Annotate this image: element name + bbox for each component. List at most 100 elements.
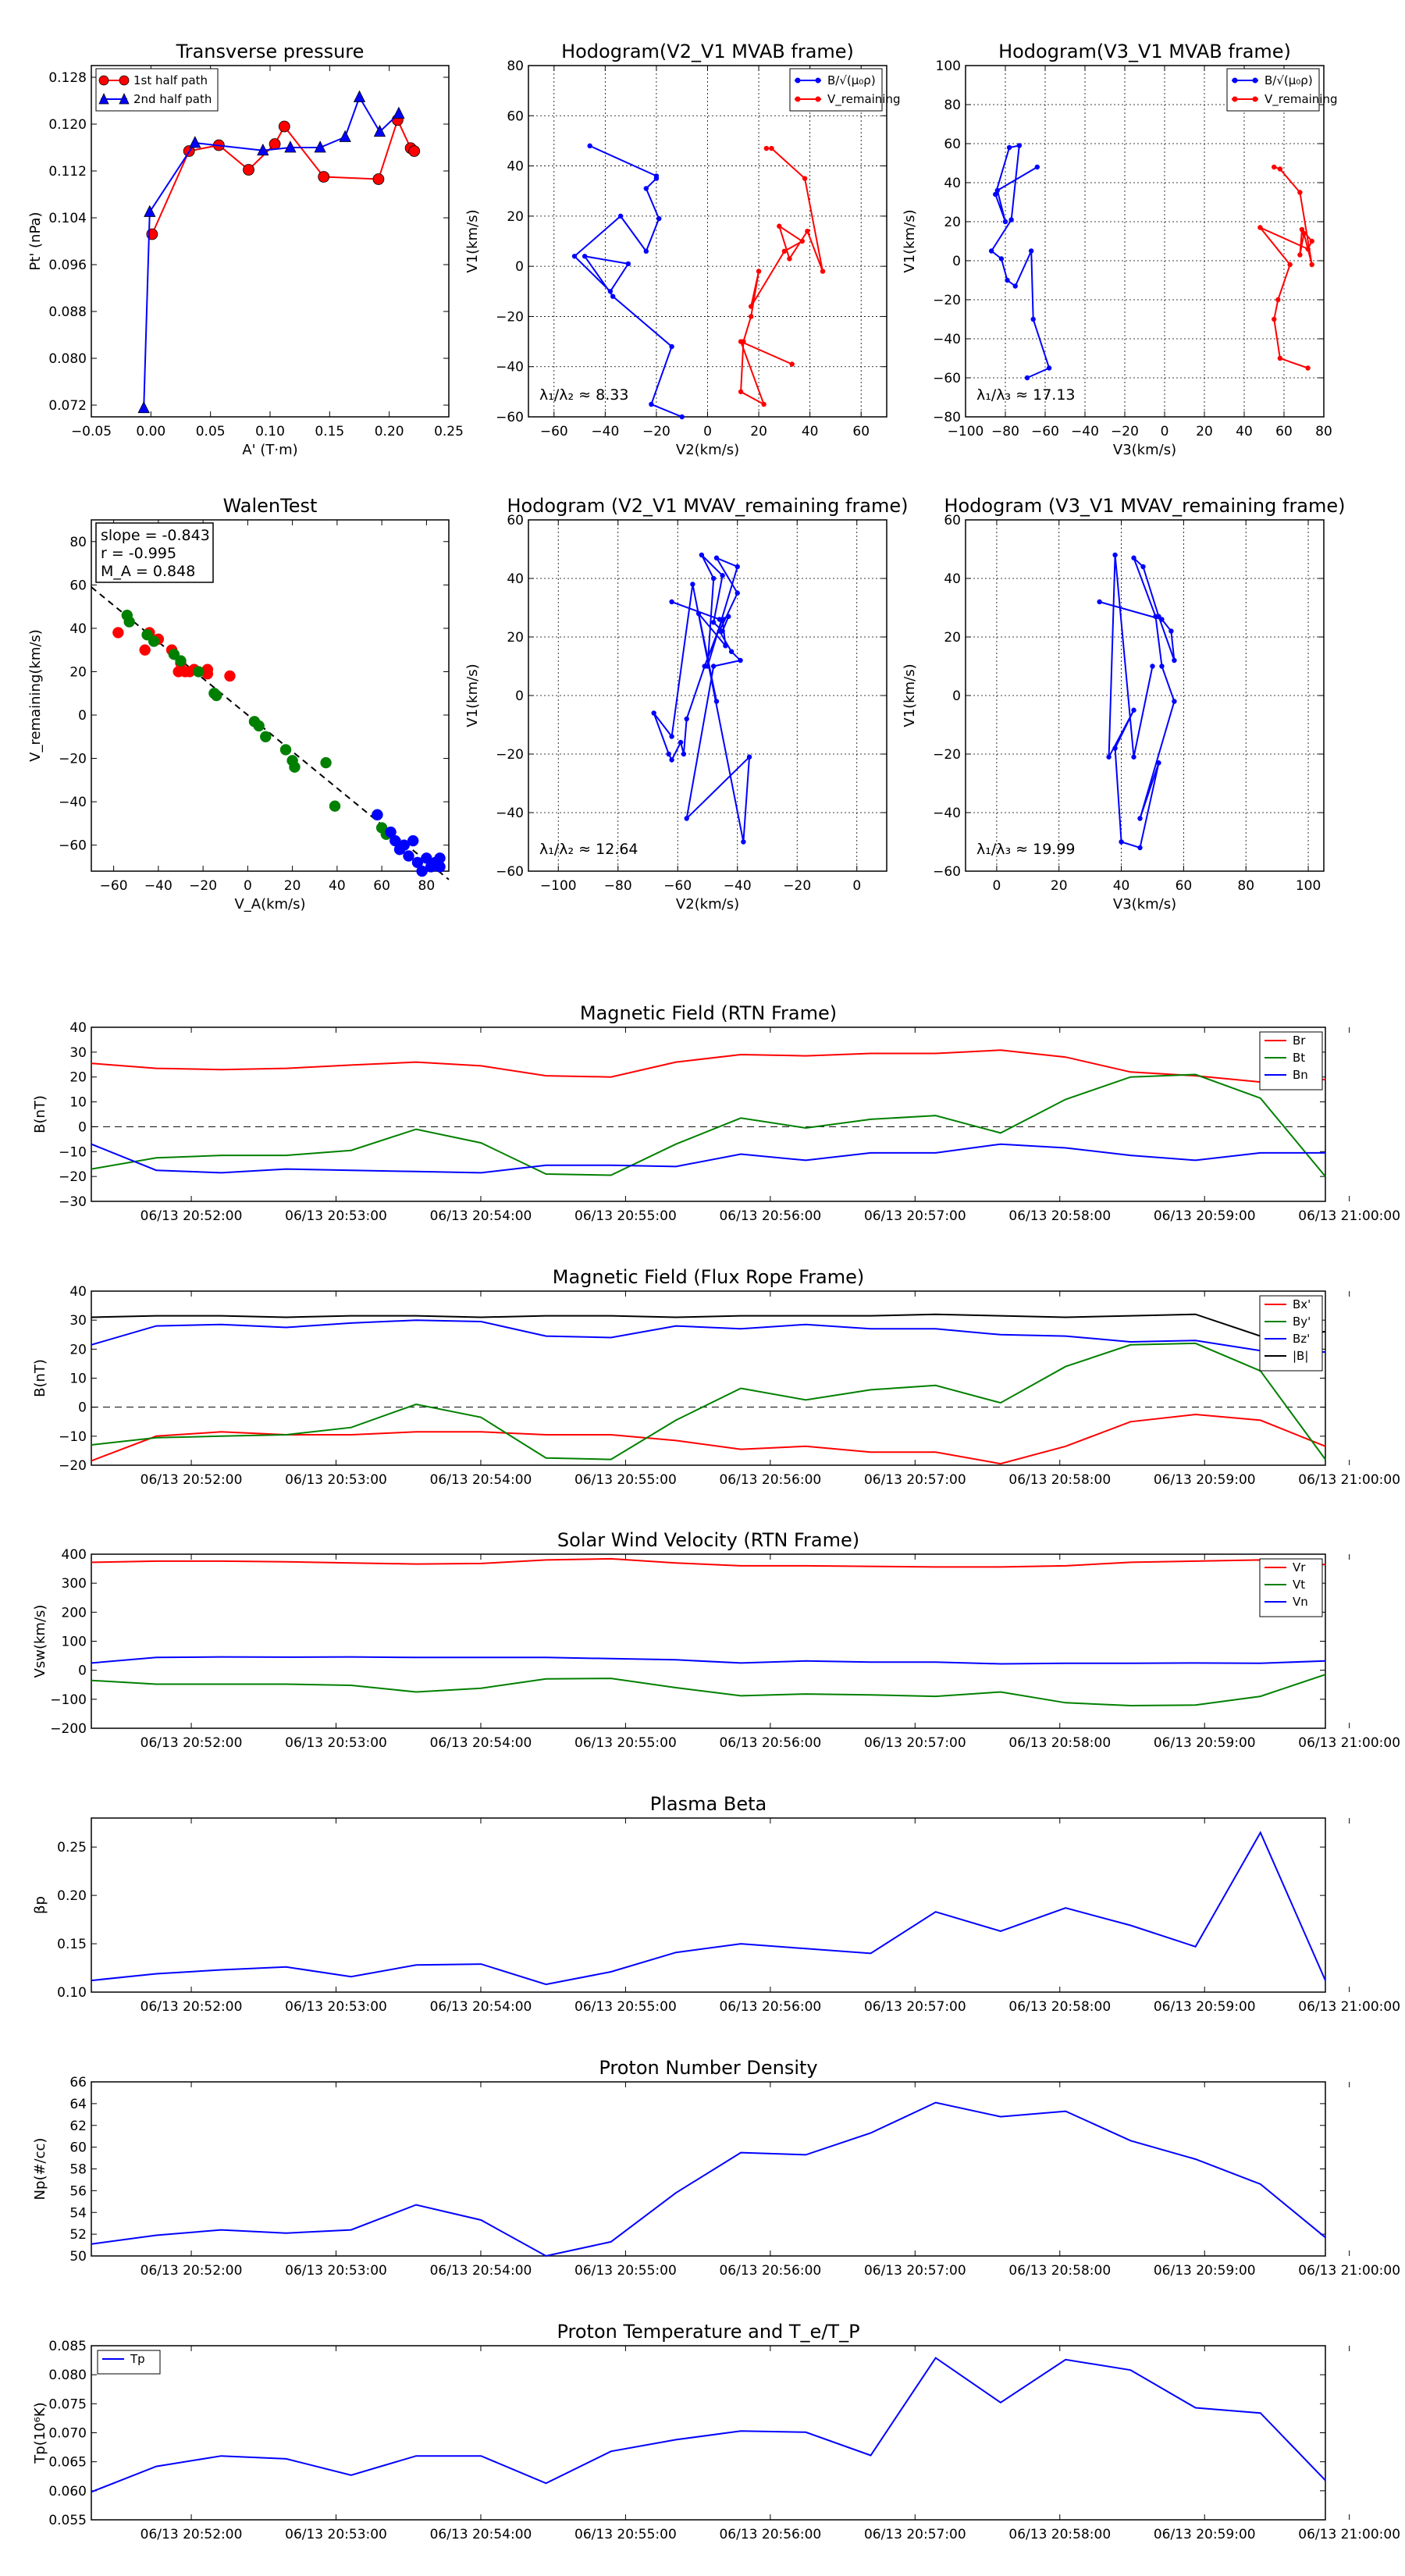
plot-title: WalenTest — [223, 495, 318, 517]
series-line-Tp — [91, 2357, 1326, 2493]
legend: Bx' By' Bz' |B| — [1259, 1295, 1323, 1372]
y-axis-label: Np(#/cc) — [32, 2138, 48, 2201]
plot-title: Transverse pressure — [176, 41, 365, 62]
x-tick-label: 80 — [1315, 424, 1332, 439]
plot-title: Hodogram(V2_V1 MVAB frame) — [561, 41, 854, 62]
y-tick-label: 62 — [69, 2119, 87, 2134]
x-tick-label: 0 — [703, 424, 712, 439]
x-tick-label: −20 — [189, 878, 217, 894]
x-tick-label: 0 — [852, 878, 861, 894]
plot-frame — [91, 519, 450, 872]
data-point — [728, 649, 735, 654]
data-point — [211, 689, 222, 702]
chart-h1: Hodogram(V2_V1 MVAB frame) −60 −40 −20 0 20 40… — [464, 41, 901, 458]
series-line-Br — [91, 1049, 1326, 1083]
data-point — [1119, 839, 1124, 845]
x-tick-label: 0.00 — [136, 424, 165, 439]
x-tick-label: 0 — [992, 878, 1001, 894]
legend-marker — [98, 93, 109, 105]
data-point — [1006, 144, 1012, 151]
data-point — [666, 751, 671, 757]
data-point — [1159, 664, 1165, 669]
legend-marker — [815, 96, 821, 102]
data-point — [193, 666, 205, 678]
y-tick-label: −40 — [933, 806, 961, 821]
x-tick-label: 06/13 21:00:00 — [1298, 1208, 1400, 1224]
data-point — [320, 756, 332, 769]
y-tick-label: 60 — [69, 2140, 87, 2156]
x-tick-label: 06/13 20:57:00 — [864, 2263, 966, 2279]
y-tick-label: 0.20 — [57, 1888, 87, 1904]
chart-h4: Hodogram (V3_V1 MVAV_remaining frame) −60… — [902, 495, 1346, 913]
legend-label: Bx' — [1293, 1297, 1311, 1311]
x-tick-label: −60 — [663, 878, 692, 894]
data-point — [1140, 564, 1146, 570]
chart-pd: Proton Number Density 50 52 54 56 58 60 62 64 66 0… — [32, 2057, 1400, 2279]
plot-frame — [91, 2081, 1326, 2257]
y-tick-label: 0.120 — [48, 117, 87, 133]
plot-title: Magnetic Field (RTN Frame) — [580, 1002, 837, 1024]
x-tick-label: 40 — [1236, 424, 1253, 439]
y-tick-label: −20 — [496, 309, 524, 325]
y-tick-label: 56 — [69, 2183, 87, 2199]
x-tick-label: −20 — [783, 878, 811, 894]
x-axis-label: V2(km/s) — [676, 442, 739, 458]
data-point — [1034, 164, 1040, 170]
plot-title: Plasma Beta — [650, 1793, 767, 1815]
data-point — [1172, 657, 1177, 664]
x-tick-label: 60 — [1176, 878, 1193, 894]
x-tick-label: 20 — [284, 878, 301, 894]
y-tick-label: 40 — [944, 571, 961, 587]
legend-box — [1259, 1295, 1323, 1372]
series-line-Np — [91, 2101, 1326, 2258]
data-point — [669, 343, 674, 350]
data-point — [787, 256, 792, 262]
data-point — [1150, 664, 1155, 669]
y-tick-label: −100 — [50, 1692, 87, 1708]
legend-box — [1226, 68, 1320, 112]
data-point — [372, 173, 385, 185]
legend-label: By' — [1293, 1315, 1311, 1329]
x-tick-label: 06/13 20:54:00 — [430, 2527, 532, 2542]
legend: Br Bt Bn — [1259, 1031, 1323, 1091]
stats-box-frame — [95, 522, 214, 583]
data-point — [994, 187, 1001, 194]
data-point — [741, 839, 746, 845]
y-tick-label: 400 — [62, 1547, 87, 1563]
y-tick-label: −60 — [933, 371, 961, 386]
legend-label: V_remaining — [827, 92, 901, 107]
legend-marker — [815, 77, 821, 84]
plot-title: Magnetic Field (Flux Rope Frame) — [553, 1266, 864, 1288]
y-tick-label: 30 — [69, 1313, 87, 1329]
data-point — [651, 710, 656, 716]
data-point — [393, 106, 405, 119]
series-line-0 — [573, 144, 683, 418]
data-point — [408, 145, 421, 157]
x-tick-label: −100 — [540, 878, 577, 894]
x-tick-label: 06/13 20:52:00 — [140, 2263, 243, 2279]
x-axis-label: V3(km/s) — [1113, 442, 1176, 458]
y-tick-label: −10 — [59, 1429, 87, 1445]
data-point — [653, 176, 660, 181]
data-point — [988, 248, 994, 254]
data-point — [1002, 219, 1008, 225]
data-point — [1257, 225, 1263, 230]
x-tick-label: 06/13 20:53:00 — [285, 1735, 387, 1751]
data-point — [726, 614, 731, 619]
y-tick-label: 40 — [507, 571, 524, 587]
series-line-Bz' — [91, 1319, 1326, 1353]
data-point — [189, 136, 201, 148]
x-tick-label: −20 — [1111, 424, 1139, 439]
x-tick-label: 100 — [1296, 878, 1321, 894]
x-tick-label: 06/13 20:57:00 — [864, 1999, 966, 2015]
data-point — [1131, 555, 1136, 560]
data-point — [720, 617, 725, 622]
x-tick-label: 06/13 20:52:00 — [140, 1208, 243, 1224]
x-tick-label: 06/13 20:54:00 — [430, 1735, 532, 1751]
data-point — [1097, 599, 1102, 605]
data-point — [738, 657, 743, 664]
x-tick-label: 0.10 — [255, 424, 285, 439]
x-tick-label: −60 — [1031, 424, 1059, 439]
ratio-annotation: λ₁/λ₃ ≈ 19.99 — [976, 841, 1076, 858]
